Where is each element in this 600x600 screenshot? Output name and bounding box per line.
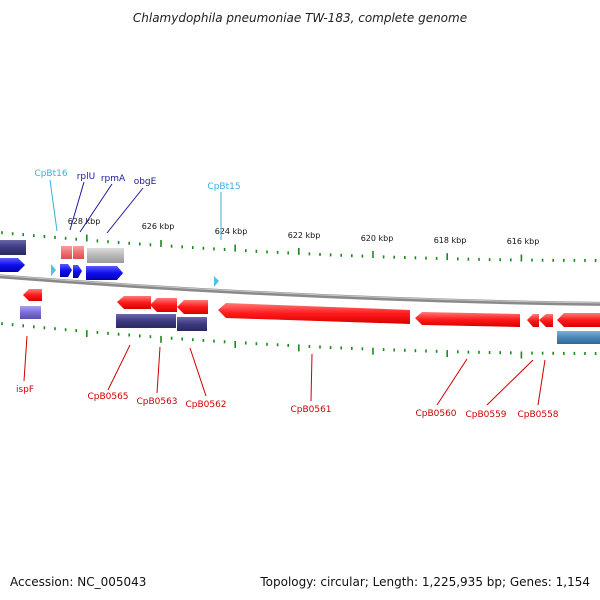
ruler-label-618kbp: 618 kbp	[434, 236, 467, 245]
gene-blue-1[interactable]	[60, 264, 72, 277]
leader-obgE	[106, 187, 144, 234]
label-CpB0559[interactable]: CpB0559	[465, 410, 506, 420]
label-CpBt16[interactable]: CpBt16	[34, 169, 67, 179]
gene-ispF[interactable]	[20, 306, 41, 319]
gene-CpB0561[interactable]	[218, 303, 410, 324]
label-rplU[interactable]: rplU	[77, 172, 96, 182]
label-CpB0558[interactable]: CpB0558	[517, 410, 558, 420]
upper-tick-row	[1, 231, 597, 262]
gene-CpB0560[interactable]	[415, 312, 520, 327]
label-CpB0562[interactable]: CpB0562	[185, 400, 226, 410]
genome-summary-text: Topology: circular; Length: 1,225,935 bp…	[259, 575, 590, 589]
gene-navy-2[interactable]	[177, 317, 207, 331]
accession-text: Accession: NC_005043	[10, 575, 146, 589]
gene-CpB0565[interactable]	[117, 296, 151, 309]
genome-backbone	[0, 274, 600, 306]
ruler-label-626kbp: 626 kbp	[142, 222, 175, 231]
lower-tick-row	[1, 322, 597, 359]
gene-rpmA[interactable]	[73, 246, 84, 259]
gene-blue-left[interactable]	[0, 258, 25, 272]
gene-CpB0562[interactable]	[177, 300, 208, 314]
ruler-label-616kbp: 616 kbp	[507, 237, 540, 246]
gene-blue-2[interactable]	[73, 265, 82, 278]
label-obgE[interactable]: obgE	[134, 177, 157, 187]
label-rpmA[interactable]: rpmA	[101, 174, 126, 184]
label-CpBt15[interactable]: CpBt15	[207, 182, 240, 192]
gene-CpB0563[interactable]	[150, 298, 177, 312]
leader-CpB0562	[189, 347, 207, 397]
leader-ispF	[23, 335, 28, 382]
gene-red-ispF-region[interactable]	[23, 289, 42, 301]
ruler-label-622kbp: 622 kbp	[288, 231, 321, 240]
gene-CpB0559[interactable]	[527, 314, 539, 327]
leader-CpB0560	[436, 358, 468, 406]
gene-red-right[interactable]	[557, 313, 600, 327]
gene-blue-3[interactable]	[86, 266, 123, 280]
genome-backbone-highlight	[0, 274, 600, 304]
ruler-label-624kbp: 624 kbp	[215, 227, 248, 236]
label-CpB0563[interactable]: CpB0563	[136, 397, 177, 407]
trna-CpBt16[interactable]	[51, 264, 56, 276]
ruler-label-620kbp: 620 kbp	[361, 234, 394, 243]
leader-CpB0563	[156, 346, 161, 394]
leader-rpmA	[79, 183, 113, 233]
gene-navy-1[interactable]	[116, 314, 176, 328]
trna-CpBt15[interactable]	[214, 276, 219, 287]
leader-CpB0558	[537, 359, 546, 406]
label-CpB0560[interactable]: CpB0560	[415, 409, 456, 419]
gene-obgE[interactable]	[87, 248, 124, 263]
gene-navy-left[interactable]	[0, 240, 26, 255]
gene-rplU[interactable]	[61, 246, 72, 259]
label-ispF[interactable]: ispF	[16, 385, 34, 395]
leader-CpB0561	[310, 353, 313, 402]
ruler-label-628kbp: 628 kbp	[68, 217, 101, 226]
leader-CpB0559	[486, 359, 534, 406]
map-title: Chlamydophila pneumoniae TW-183, complet…	[133, 11, 467, 25]
leader-rplU	[69, 181, 85, 231]
leader-CpB0565	[107, 344, 131, 391]
leader-CpBt16	[49, 179, 58, 232]
gene-steel-right[interactable]	[557, 331, 600, 344]
label-CpB0565[interactable]: CpB0565	[87, 392, 128, 402]
label-CpB0561[interactable]: CpB0561	[290, 405, 331, 415]
gene-CpB0558[interactable]	[539, 314, 553, 327]
